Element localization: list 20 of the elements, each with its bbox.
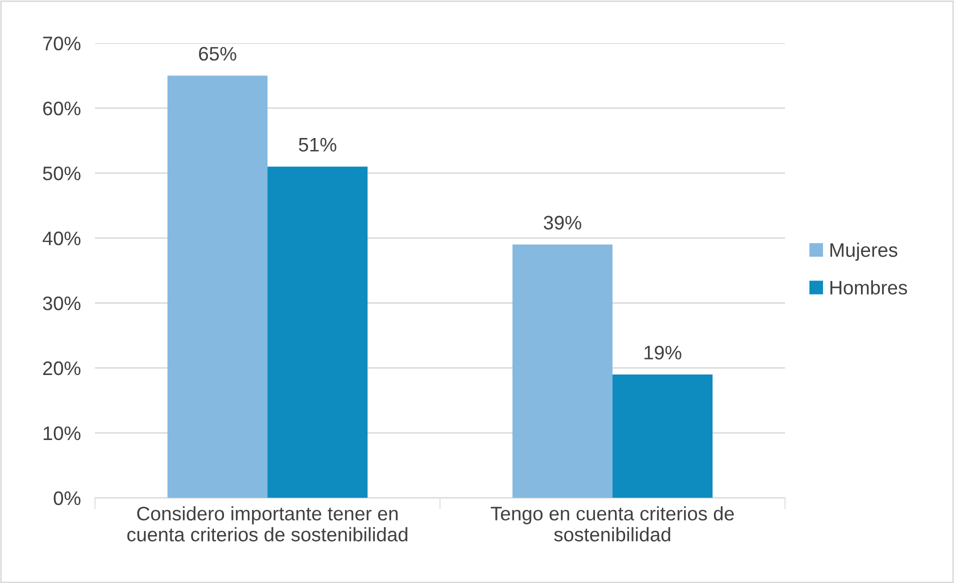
legend-label: Mujeres bbox=[830, 242, 898, 261]
x-tick-label: Considero importante tener en cuenta criterios de sostenibilidad bbox=[127, 506, 408, 542]
y-tick-label: 70% bbox=[43, 36, 80, 50]
y-tick-label: 40% bbox=[42, 232, 80, 246]
data-label: 19% bbox=[644, 346, 682, 360]
x-tick-label: Tengo en cuenta criterios de sostenibilidad bbox=[490, 506, 734, 542]
bar bbox=[512, 244, 613, 498]
legend-label: Hombres bbox=[830, 280, 908, 295]
y-tick-label: 10% bbox=[44, 426, 80, 440]
data-label: 39% bbox=[544, 216, 582, 230]
y-tick-label: 0% bbox=[54, 491, 80, 506]
bar bbox=[167, 76, 268, 498]
bar bbox=[268, 166, 368, 498]
y-tick-label: 50% bbox=[42, 166, 80, 180]
data-label: 65% bbox=[199, 46, 236, 61]
data-label: 51% bbox=[298, 138, 336, 152]
y-tick-label: 30% bbox=[42, 296, 80, 310]
bar bbox=[612, 374, 713, 498]
y-tick-label: 20% bbox=[43, 361, 80, 376]
y-tick-label: 60% bbox=[43, 102, 80, 116]
